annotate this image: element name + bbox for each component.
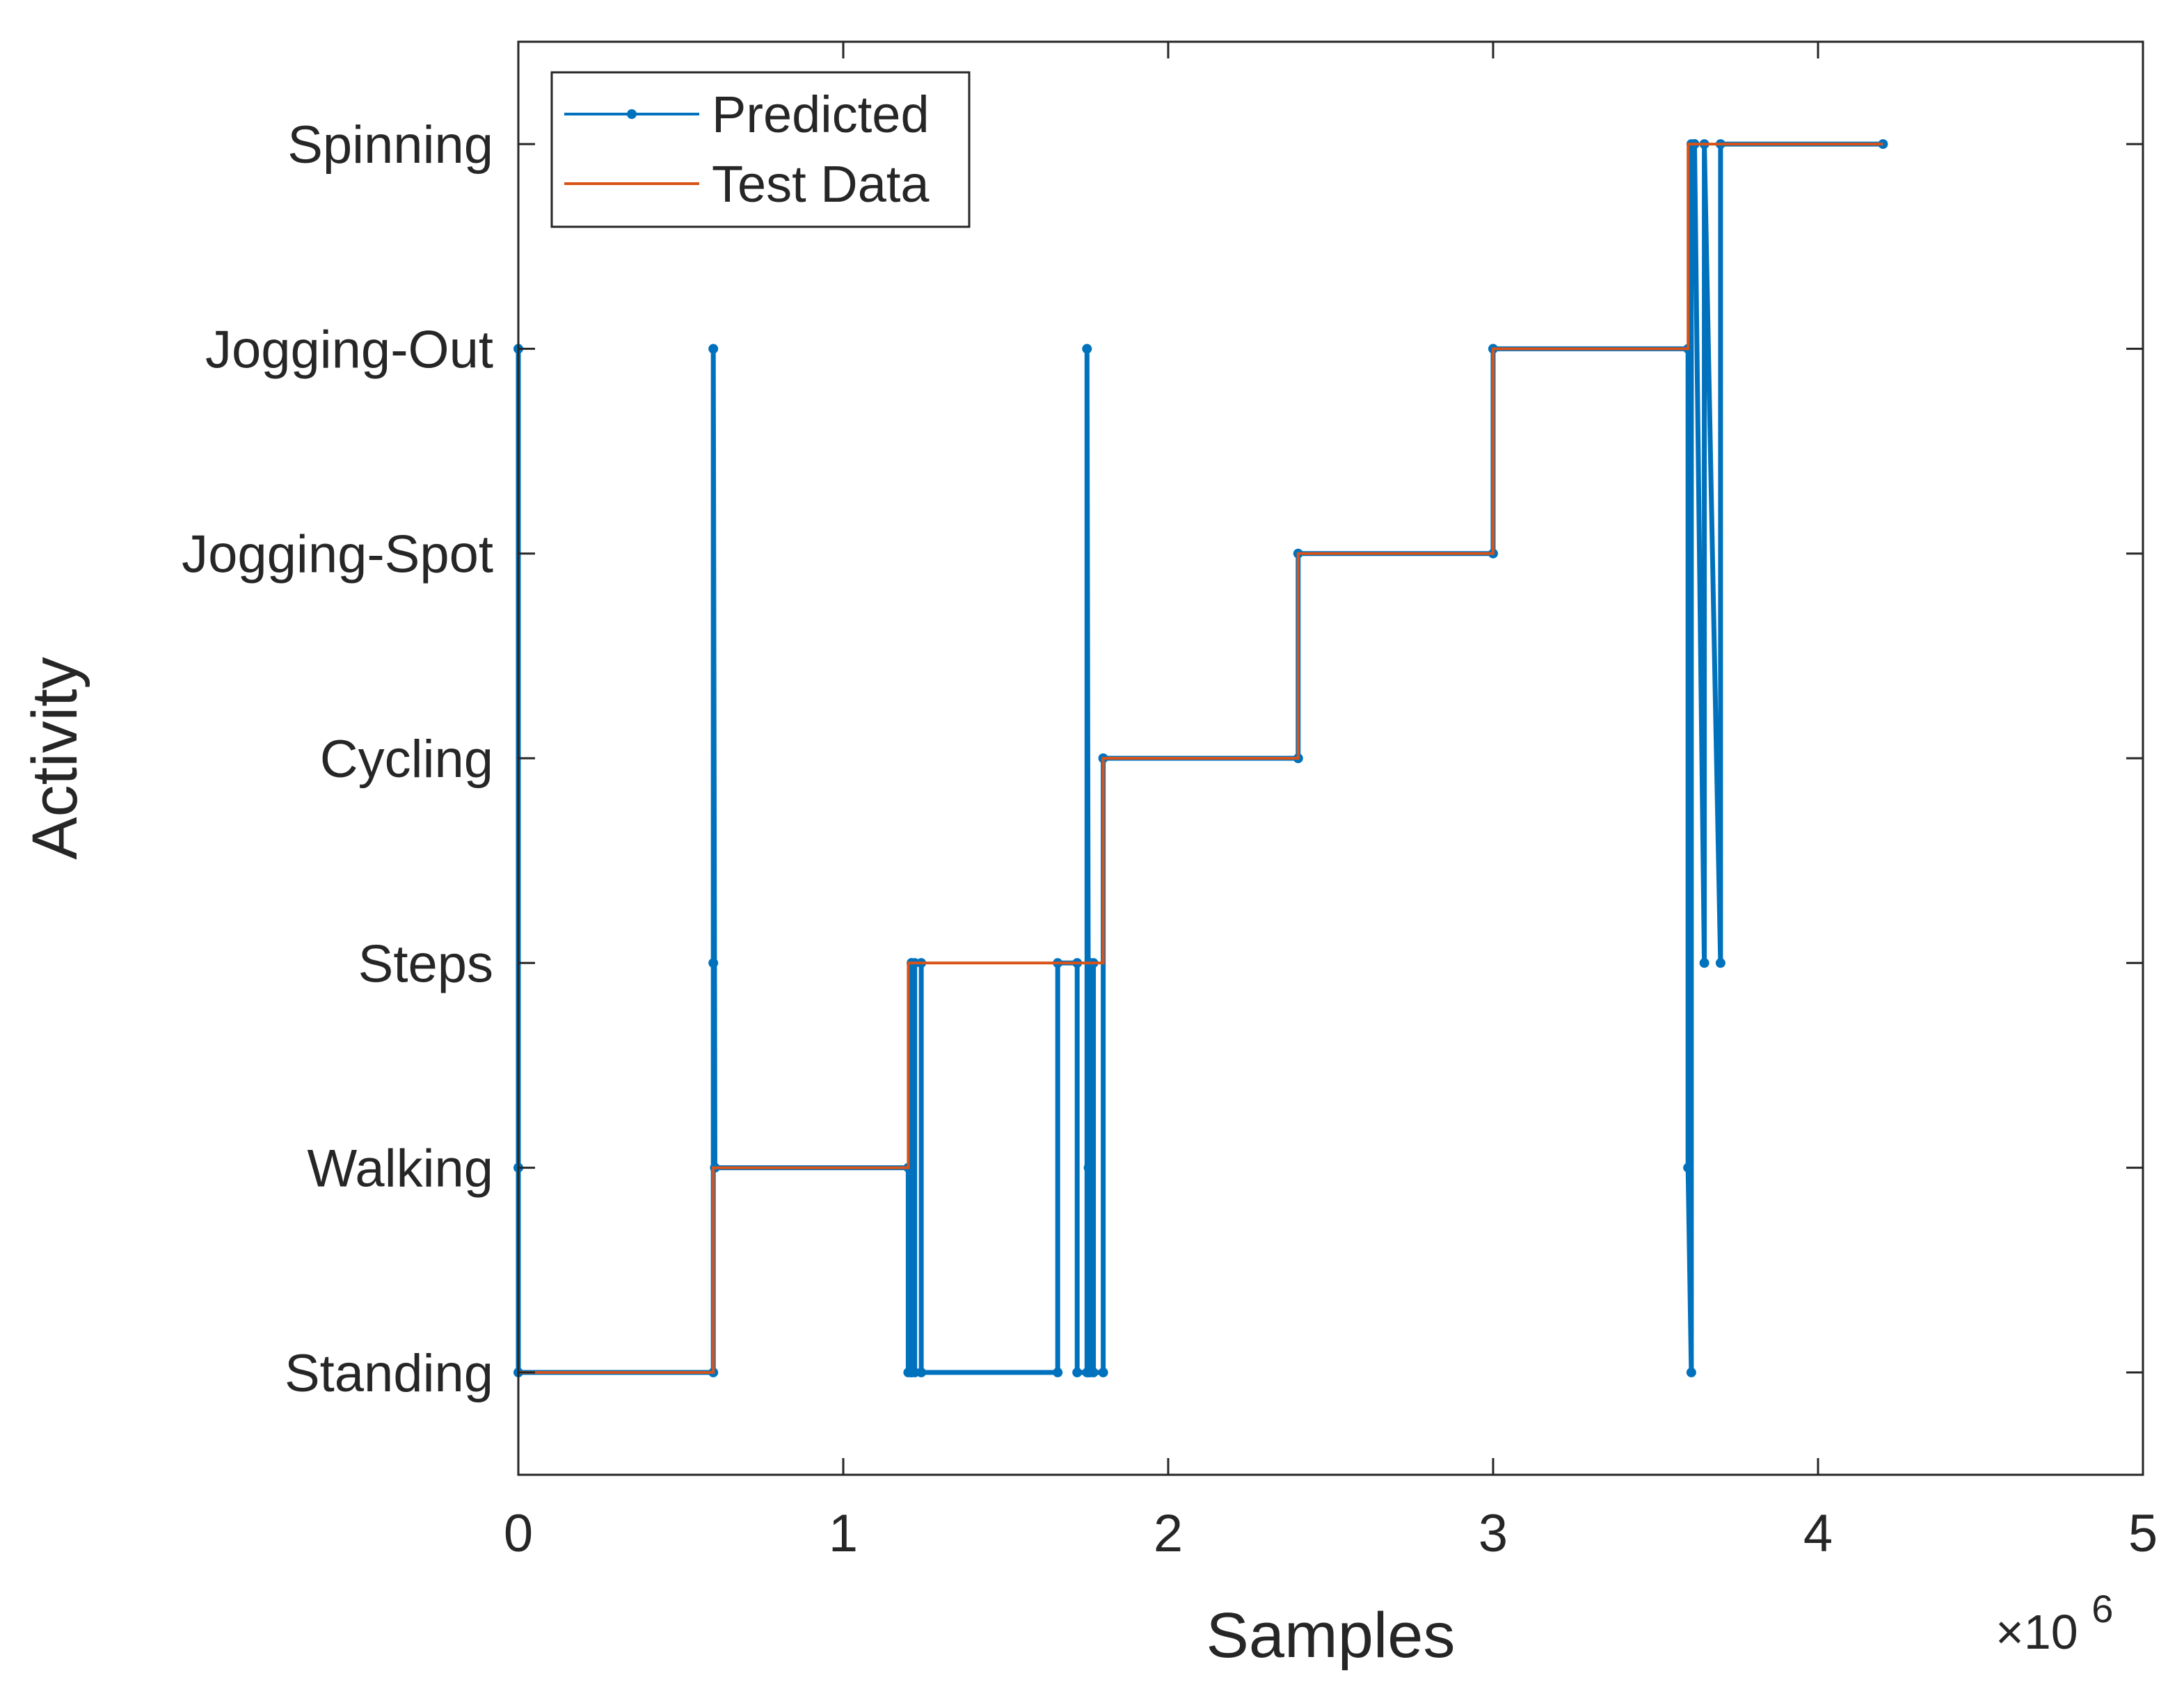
predicted-point (1082, 344, 1092, 354)
predicted-point (1088, 1367, 1099, 1377)
y-tick-label: Jogging-Spot (182, 525, 493, 584)
y-axis-title: Activity (19, 657, 90, 859)
x-axis-title: Samples (1206, 1600, 1456, 1671)
y-tick-label: Standing (285, 1344, 493, 1403)
y-tick-label: Steps (358, 934, 493, 993)
x-tick-label: 0 (504, 1504, 533, 1563)
predicted-point (1686, 1367, 1696, 1377)
x-tick-label: 2 (1154, 1504, 1183, 1563)
legend-label-test-data: Test Data (712, 155, 930, 213)
legend-box (550, 71, 971, 228)
legend-marker-predicted (627, 109, 637, 119)
y-tick-label: Walking (308, 1139, 493, 1199)
x-tick-label: 5 (2128, 1504, 2158, 1563)
legend-label-predicted: Predicted (712, 86, 930, 143)
predicted-point (916, 1367, 927, 1377)
predicted-point (1083, 1162, 1094, 1173)
predicted-point (1053, 1367, 1063, 1377)
y-tick-label: Spinning (287, 115, 493, 175)
predicted-point (1715, 958, 1725, 968)
x-tick-label: 1 (829, 1504, 858, 1563)
predicted-point (1098, 1367, 1108, 1377)
predicted-point (708, 344, 719, 354)
test-data-series-line (518, 143, 1883, 1374)
predicted-point (1683, 1162, 1693, 1173)
y-tick-label: Cycling (320, 730, 493, 789)
predicted-point (907, 1367, 917, 1377)
predicted-point (1699, 958, 1709, 968)
y-tick-label: Jogging-Out (205, 320, 493, 379)
predicted-point (1072, 1367, 1083, 1377)
x-exponent-label: ×10 6 (1995, 1587, 2113, 1659)
x-tick-label: 3 (1478, 1504, 1508, 1563)
predicted-point (708, 958, 719, 968)
x-tick-label: 4 (1803, 1504, 1833, 1563)
